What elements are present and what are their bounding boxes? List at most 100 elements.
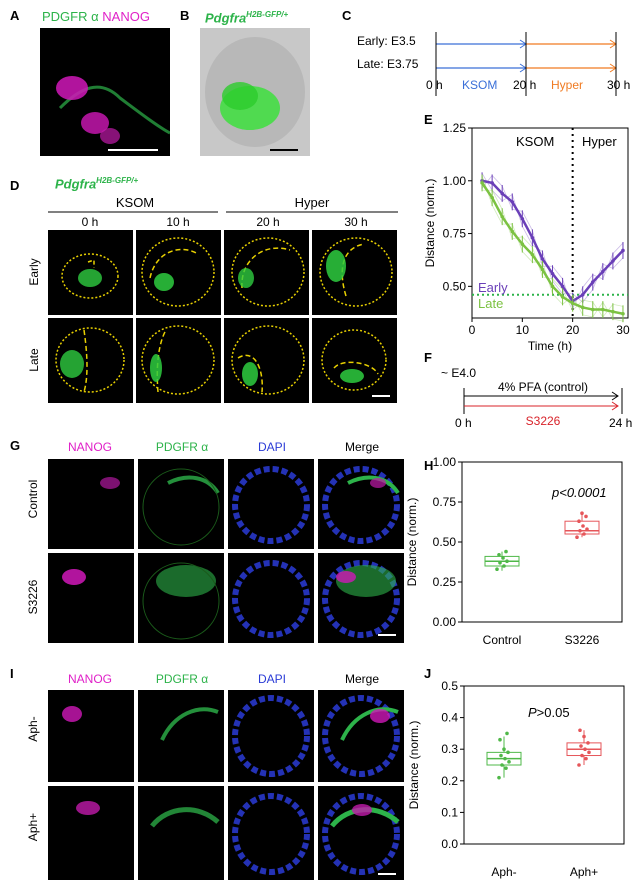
j-xtick-label: Aph- (491, 865, 516, 879)
e-late-label: Late (478, 296, 504, 311)
e-ytick-label: 1.00 (443, 174, 467, 188)
g-col-dapi: DAPI (257, 440, 287, 454)
j-point (578, 728, 582, 733)
f-time-24: 24 h (609, 416, 633, 430)
ipap-content (150, 807, 220, 828)
e-point (490, 181, 494, 185)
e-point (540, 257, 545, 261)
h-point (501, 556, 505, 560)
image-b-gfp-brightfield (200, 28, 310, 156)
image-d-late-30h (312, 318, 397, 403)
h-point (504, 549, 508, 554)
gcd-content (232, 466, 310, 544)
gene-name-d: Pdgfra (55, 176, 97, 192)
late-20h-content (231, 325, 305, 395)
label-early-stage: Early: E3.5 (357, 34, 416, 48)
image-g-s3226-merge (318, 553, 404, 643)
image-g-control-dapi (228, 459, 314, 549)
j-pvalue: P>0.05 (528, 705, 570, 720)
j-ytick-label: 0.3 (441, 742, 458, 756)
e-point (500, 214, 504, 219)
e-xtick-label: 30 (616, 323, 630, 337)
panel-letter-c: C (342, 8, 352, 23)
image-i-aphp-merge (318, 786, 404, 880)
e-point (621, 311, 625, 316)
gcn-content (100, 477, 120, 489)
e-point (540, 267, 545, 272)
early-20h-content (231, 237, 305, 307)
h-point (497, 553, 501, 557)
e-point (560, 295, 565, 299)
d-brackets (48, 211, 398, 213)
late-10h-content (141, 325, 215, 395)
gene-name: Pdgfra (205, 10, 247, 26)
e-point (490, 195, 494, 200)
allele-sup-d: H2B-GFP/+ (96, 176, 139, 185)
chart-h: 0.00 0.25 0.50 0.75 1.00 Distance (norm.) Cont… (405, 455, 623, 647)
j-point (507, 760, 511, 764)
h-ylabel: Distance (norm.) (405, 498, 419, 587)
e-hyper-label: Hyper (582, 134, 617, 149)
panel-b-title: PdgfraH2B-GFP/+ (205, 10, 288, 25)
h-point (498, 561, 502, 565)
panel-letter-i: I (10, 666, 14, 681)
h-ytick-label: 1.00 (433, 455, 457, 469)
e-ytick-label: 0.50 (443, 279, 467, 293)
early-10h-content (141, 237, 215, 307)
e-point (550, 271, 555, 276)
e-point (510, 229, 515, 234)
e-ytick-label: 0.75 (443, 227, 467, 241)
e-point (500, 191, 504, 196)
image-d-late-0h (48, 318, 133, 403)
imad-content (232, 695, 310, 777)
h-point (584, 514, 588, 519)
e-point (530, 235, 535, 240)
ipam-content (322, 793, 400, 875)
j-ytick-label: 0.4 (441, 711, 458, 725)
image-d-early-10h (136, 230, 221, 315)
j-point (502, 747, 506, 751)
c-time-0: 0 h (426, 78, 443, 92)
label-late-stage: Late: E3.75 (357, 57, 419, 71)
h-point (505, 559, 509, 563)
e-point (590, 280, 595, 284)
h-pvalue: p<0.0001 (552, 485, 607, 500)
early-30h-content (319, 237, 393, 307)
h-xtick-label: Control (483, 633, 522, 647)
panel-d-title: PdgfraH2B-GFP/+ (55, 176, 138, 191)
j-ytick-label: 0.1 (441, 805, 458, 819)
j-point (583, 747, 587, 751)
f-time-0: 0 h (455, 416, 472, 430)
image-g-s3226-pdgfr (138, 553, 224, 643)
panel-letter-f: F (424, 350, 432, 365)
gsd-content (232, 560, 310, 638)
e-plot-frame (471, 127, 629, 319)
h-point (580, 511, 584, 515)
j-ytick-label: 0.0 (441, 837, 458, 851)
c-ksom: KSOM (462, 78, 498, 92)
imap-content (160, 707, 219, 741)
h-point (582, 532, 586, 536)
label-pdgfr: PDGFR α (42, 9, 99, 24)
h-box (564, 520, 600, 535)
label-nanog: NANOG (102, 9, 150, 24)
image-g-control-pdgfr (138, 459, 224, 549)
d-time-10: 10 h (166, 215, 190, 229)
d-hyper: Hyper (294, 195, 330, 210)
image-b-content (205, 37, 305, 151)
e-point (570, 301, 575, 306)
j-point (580, 753, 584, 758)
gsm-content (322, 560, 400, 638)
image-i-aphp-dapi (228, 786, 314, 880)
ipan-content (76, 801, 100, 815)
g-col-pdgfr: PDGFR α (155, 440, 209, 454)
image-g-control-merge (318, 459, 404, 549)
j-pvalue-rest: >0.05 (536, 705, 570, 720)
image-g-s3226-nanog (48, 553, 134, 643)
panel-letter-g: G (10, 438, 21, 453)
late-30h-content (321, 329, 390, 397)
gsp-content (142, 562, 220, 640)
e-xtick-label: 20 (566, 323, 580, 337)
h-point (581, 524, 585, 528)
j-point (582, 734, 586, 739)
